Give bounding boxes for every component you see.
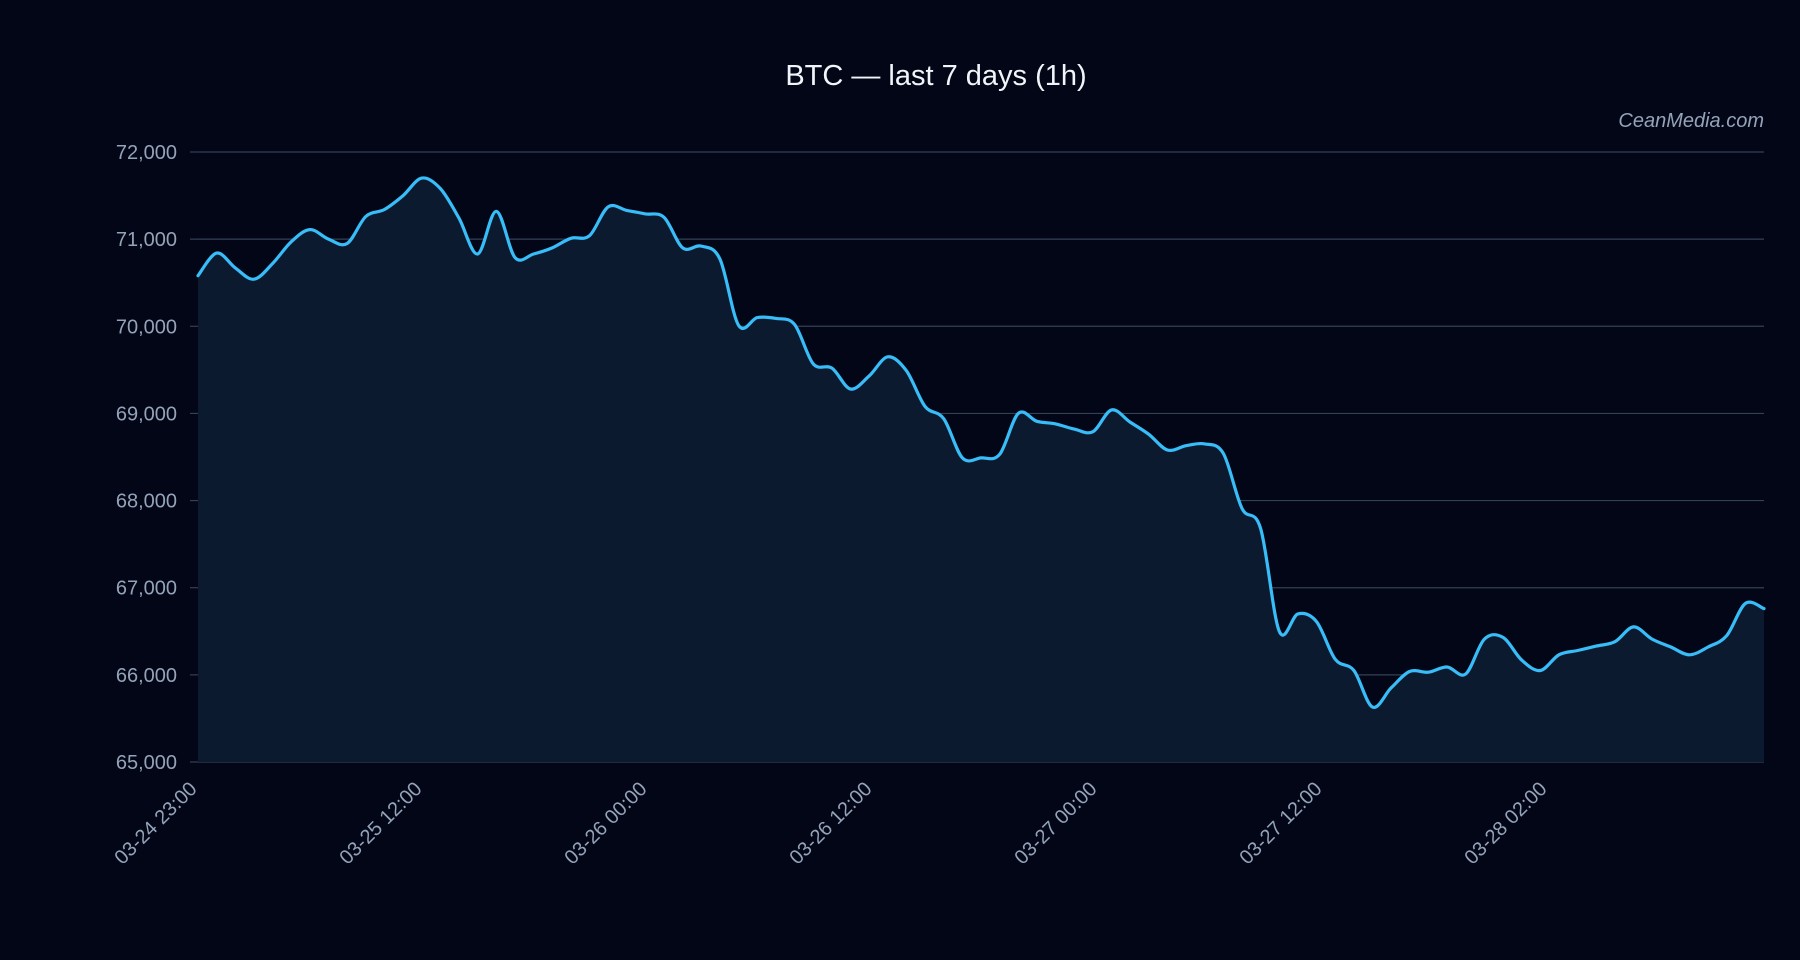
y-tick-label: 70,000 xyxy=(116,316,177,338)
y-tick-label: 71,000 xyxy=(116,229,177,251)
price-area xyxy=(198,177,1764,762)
y-tick-label: 66,000 xyxy=(116,665,177,687)
x-tick-label: 03-25 12:00 xyxy=(335,778,426,869)
area-fill xyxy=(198,177,1764,762)
y-tick-label: 67,000 xyxy=(116,578,177,600)
x-tick-labels: 03-24 23:00 03-25 12:00 03-26 00:00 03-26 1… xyxy=(110,778,1551,869)
chart-title: BTC — last 7 days (1h) xyxy=(785,60,1086,92)
x-tick-label: 03-28 02:00 xyxy=(1460,778,1551,869)
watermark: CeanMedia.com xyxy=(1618,110,1764,132)
x-tick-label: 03-24 23:00 xyxy=(110,778,201,869)
y-tick-label: 69,000 xyxy=(116,403,177,425)
x-tick-label: 03-27 12:00 xyxy=(1235,778,1326,869)
y-tick-label: 68,000 xyxy=(116,491,177,513)
x-tick-label: 03-26 12:00 xyxy=(785,778,876,869)
y-tick-label: 65,000 xyxy=(116,752,177,774)
series-line xyxy=(196,176,1766,709)
price-line xyxy=(196,176,1766,709)
x-tick-label: 03-26 00:00 xyxy=(560,778,651,869)
y-tick-labels: 65,000 66,000 67,000 68,000 69,000 70,000 71,0… xyxy=(116,142,177,774)
x-tick-label: 03-27 00:00 xyxy=(1010,778,1101,869)
y-tick-label: 72,000 xyxy=(116,142,177,164)
